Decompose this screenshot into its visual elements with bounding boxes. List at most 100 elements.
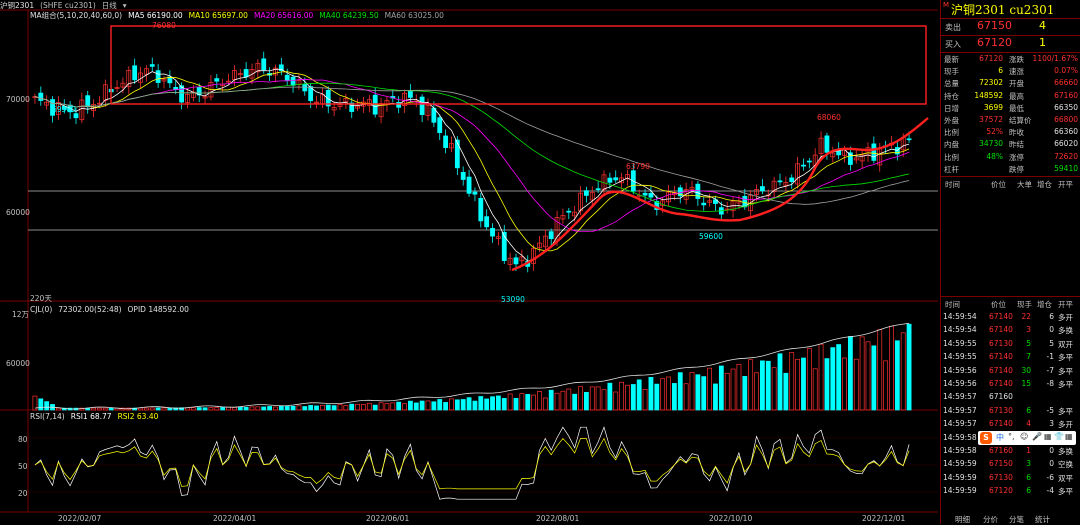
quote-stat-label: 杠杆 (944, 164, 959, 174)
rsi-indicator-label[interactable]: RSI(7,14) (30, 412, 65, 421)
tab-tick-by-tick[interactable]: 分笔 (1009, 515, 1024, 524)
volume-bar (249, 406, 255, 411)
quote-stat-label: 开盘 (1009, 79, 1024, 89)
trade-header-type: 开平 (1058, 300, 1073, 309)
candle-body (143, 68, 149, 75)
trade-row[interactable]: 14:59:56 67140 15 -8 多平 (941, 379, 1080, 392)
ime-emoji-icon[interactable]: ☺ (1020, 432, 1029, 441)
volume-bar (44, 401, 50, 411)
trade-row[interactable]: 14:59:58 (941, 433, 1080, 446)
volume-bar (314, 405, 319, 411)
volume-bar (190, 407, 196, 411)
trade-row[interactable]: 14:59:54 67140 3 0 多换 (941, 325, 1080, 338)
volume-indicator-label[interactable]: CJL(0) (30, 305, 53, 314)
tab-price-distribution[interactable]: 分价 (983, 515, 998, 524)
volume-bar (407, 400, 413, 411)
volume-bar (701, 376, 707, 411)
x-axis-label: 2022/06/01 (366, 514, 410, 523)
volume-bar (853, 358, 859, 411)
tick-header-time: 时间 (945, 180, 960, 189)
trade-row[interactable]: 14:59:59 67150 3 0 空换 (941, 459, 1080, 472)
volume-bar (55, 407, 61, 411)
trade-price: 67130 (989, 472, 1013, 482)
volume-bar (355, 403, 361, 411)
trade-oi-change: 5 (1049, 338, 1054, 348)
trade-header-vol: 现手 (1017, 300, 1032, 309)
volume-bar (296, 405, 302, 411)
trade-row[interactable]: 14:59:59 67130 6 -6 双平 (941, 473, 1080, 486)
candle-body (460, 171, 466, 180)
ime-voice-icon[interactable]: 🎤 (1032, 432, 1042, 441)
ask-row[interactable]: 卖出 67150 4 (941, 19, 1080, 35)
ma20-value: MA20 65616.00 (253, 11, 314, 20)
quote-stat-value: 37572 (979, 115, 1003, 124)
ime-keyboard-icon[interactable]: ▦ (1044, 432, 1052, 441)
volume-bar (666, 376, 671, 411)
quote-stat-value: 66660 (1054, 78, 1078, 88)
trade-oi-change: -4 (1046, 486, 1054, 496)
trade-type: 多平 (1058, 380, 1073, 389)
x-axis-label: 2022/02/07 (58, 514, 102, 523)
period-selector[interactable]: 日线 (101, 1, 117, 10)
chevron-down-icon[interactable]: ▾ (122, 1, 127, 10)
trade-row[interactable]: 14:59:56 67140 30 -7 多平 (941, 366, 1080, 379)
volume-bar (143, 407, 149, 411)
kline-chart-area[interactable]: 沪铜2301 (SHFE cu2301) 日线 ▾ MA组合(5,10,20,40,6… (0, 0, 940, 524)
low-price-mark: 53090 (501, 295, 525, 304)
quote-stat-row: 现手 6 速涨 0.07% (941, 66, 1080, 78)
bid-row[interactable]: 买入 67120 1 (941, 36, 1080, 52)
volume-bar (449, 398, 454, 411)
tab-statistics[interactable]: 统计 (1035, 515, 1050, 524)
quote-stat-label: 持仓 (944, 91, 959, 101)
volume-bar (847, 336, 853, 411)
quote-panel: M 沪铜2301 cu2301 卖出 67150 4 买入 67120 1 最新… (940, 0, 1080, 524)
quote-stat-value: 148592 (974, 90, 1003, 100)
volume-bar (284, 406, 290, 411)
symbol-name[interactable]: 沪铜2301 (0, 1, 35, 10)
ime-toolbox-icon[interactable]: ▦ (1065, 432, 1073, 441)
trade-row[interactable]: 14:59:57 67140 4 3 多开 (941, 419, 1080, 432)
ime-chinese-mode-icon[interactable]: 中 (996, 433, 1004, 442)
ma-legend: MA组合(5,10,20,40,60,0) MA5 66190.00 MA10 65… (30, 10, 450, 20)
kline-chart[interactable] (0, 0, 940, 524)
rsi-axis-50: 50 (18, 462, 28, 471)
volume-bar (290, 405, 296, 411)
trade-volume: 7 (1026, 352, 1031, 362)
ask-label: 卖出 (945, 23, 961, 32)
trade-row[interactable]: 14:59:58 67160 1 0 多换 (941, 446, 1080, 459)
ime-toolbar[interactable]: S 中 °, ☺ 🎤 ▦ 👕 ▦ (978, 431, 1076, 445)
volume-bar (519, 393, 525, 411)
quote-stat-value: 0.07% (1054, 66, 1078, 76)
trade-price: 67140 (989, 365, 1013, 375)
menu-marker-icon[interactable]: M (943, 1, 950, 9)
trade-price: 67140 (989, 325, 1013, 335)
ma5-line (34, 68, 910, 262)
trade-row[interactable]: 14:59:57 67160 (941, 392, 1080, 405)
trade-row[interactable]: 14:59:57 67130 6 -5 多平 (941, 406, 1080, 419)
trade-row[interactable]: 14:59:54 67140 22 6 多开 (941, 312, 1080, 325)
volume-bar (566, 388, 572, 411)
trade-time: 14:59:59 (943, 459, 977, 469)
ime-skin-icon[interactable]: 👕 (1054, 432, 1064, 441)
trade-row[interactable]: 14:59:55 67130 5 5 双开 (941, 339, 1080, 352)
candle-body (73, 113, 79, 119)
volume-bar (560, 390, 566, 411)
ma10-line (34, 71, 910, 252)
volume-bar (366, 402, 372, 411)
ma-group-label[interactable]: MA组合(5,10,20,40,60,0) (30, 11, 123, 20)
trade-type: 双开 (1058, 339, 1073, 349)
volume-bar (718, 365, 724, 411)
volume-bar (871, 345, 877, 411)
trade-row[interactable]: 14:59:55 67140 7 -1 多平 (941, 352, 1080, 365)
trade-row[interactable]: 14:59:59 67120 6 -4 多平 (941, 486, 1080, 499)
ime-punctuation-icon[interactable]: °, (1008, 432, 1015, 441)
tab-detail[interactable]: 明细 (955, 515, 970, 524)
bid-price: 67120 (977, 36, 1012, 49)
trade-price: 67120 (989, 486, 1013, 496)
sogou-logo-icon[interactable]: S (980, 432, 992, 444)
trade-oi-change: 0 (1049, 459, 1054, 469)
trade-time: 14:59:57 (943, 392, 977, 402)
quote-stat-row: 外盘 37572 结算价 66800 (941, 115, 1080, 127)
mid-low-price-mark: 59600 (699, 232, 723, 241)
volume-bar (736, 363, 742, 411)
